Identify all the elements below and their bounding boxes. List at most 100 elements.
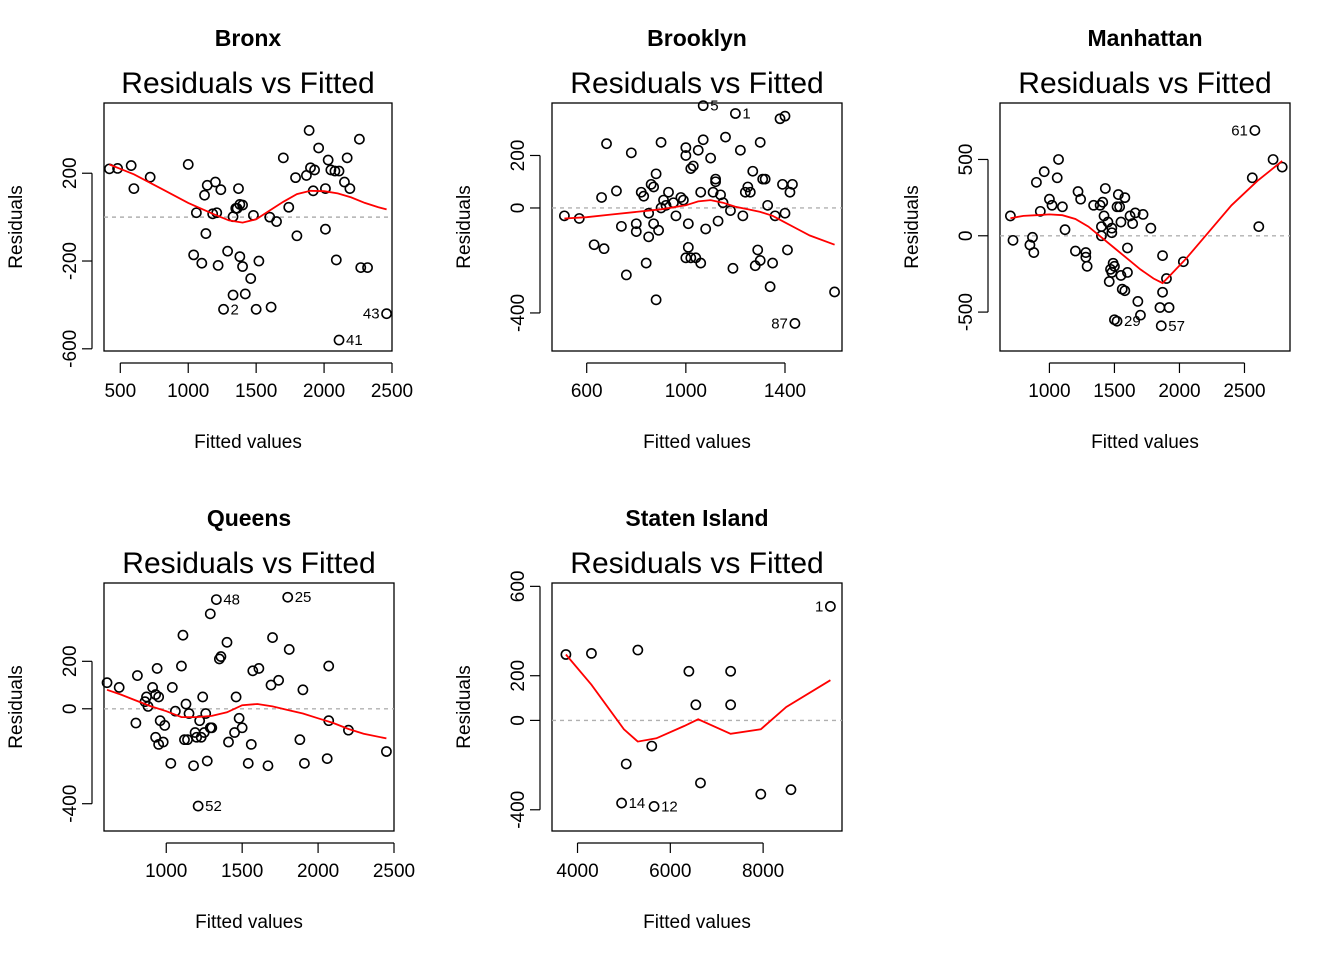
residual-point	[782, 244, 793, 256]
plot-frame	[551, 582, 843, 832]
y-tick-label: -400	[508, 294, 529, 332]
residual-point	[230, 691, 242, 703]
residual-point	[1137, 209, 1149, 220]
residual-point	[663, 186, 674, 198]
residual-point	[104, 163, 115, 175]
residual-point	[744, 186, 756, 198]
outlier-label: 61	[1231, 122, 1248, 139]
residual-point	[692, 144, 704, 156]
residual-point	[1099, 183, 1111, 194]
residual-point	[1132, 295, 1144, 307]
residual-point	[153, 691, 165, 703]
plot-title: Residuals vs Fitted	[570, 67, 823, 100]
y-tick-label: 200	[60, 645, 81, 677]
residual-point	[734, 144, 746, 156]
residual-point	[720, 131, 731, 143]
residual-point	[341, 152, 353, 164]
residual-point	[611, 185, 622, 197]
residual-point	[670, 210, 682, 222]
residual-point	[250, 303, 262, 315]
residual-point	[223, 736, 234, 748]
residual-point	[558, 210, 570, 222]
smooth-line	[1010, 160, 1283, 285]
residual-point	[752, 244, 764, 256]
residual-point	[200, 708, 212, 719]
residual-point	[299, 757, 310, 769]
residual-point	[680, 142, 692, 154]
y-tick-label: -400	[60, 785, 81, 823]
residual-point	[695, 257, 707, 269]
residual-point	[755, 788, 767, 800]
residual-point	[680, 252, 692, 264]
panel-title: Staten Island	[625, 505, 768, 531]
residual-point	[1097, 196, 1109, 208]
residual-point	[229, 727, 240, 738]
y-tick-label: 0	[956, 230, 977, 241]
x-tick-label: 2000	[303, 381, 345, 402]
x-axis-title: Fitted values	[643, 432, 751, 453]
residual-point	[188, 249, 200, 261]
plot-title: Residuals vs Fitted	[121, 67, 374, 100]
x-tick-label: 8000	[742, 861, 784, 882]
residual-point	[215, 184, 227, 196]
residual-point	[329, 165, 341, 177]
x-tick-label: 2000	[297, 861, 339, 882]
residual-point	[267, 632, 278, 643]
outlier-label: 2	[231, 301, 239, 318]
residual-point	[829, 286, 840, 298]
residual-point	[206, 722, 218, 734]
outlier-label: 25	[295, 589, 312, 606]
residual-point	[1246, 172, 1258, 184]
residual-point	[727, 262, 739, 274]
residual-point	[1253, 221, 1265, 233]
residual-point	[188, 760, 199, 772]
residual-point	[648, 218, 660, 230]
residual-point	[683, 665, 695, 677]
residual-point	[754, 136, 766, 148]
residual-point	[747, 165, 759, 177]
residual-point	[616, 797, 627, 809]
residual-point	[242, 757, 254, 769]
plot-frame	[103, 102, 393, 352]
residual-point	[1157, 286, 1168, 298]
residual-point	[247, 665, 259, 677]
residual-point	[1059, 224, 1071, 236]
residual-point	[201, 755, 213, 767]
residual-point	[1088, 199, 1100, 211]
residual-point	[150, 731, 162, 743]
residual-point	[157, 736, 169, 748]
residual-point	[297, 684, 309, 696]
residual-point	[355, 262, 367, 274]
residual-point	[695, 186, 707, 198]
residual-point	[645, 178, 657, 190]
residual-point	[1038, 166, 1050, 178]
plot-frame	[551, 102, 843, 352]
residual-point	[1053, 154, 1064, 165]
residual-point	[320, 223, 331, 235]
residual-point	[322, 154, 334, 166]
outlier-label: 48	[223, 592, 240, 609]
residual-point	[1007, 234, 1019, 246]
residual-point	[1028, 247, 1040, 258]
plot-frame	[103, 582, 395, 832]
residual-point	[130, 717, 142, 729]
residual-point	[630, 218, 642, 230]
residual-point	[283, 644, 295, 655]
residual-point	[759, 173, 771, 185]
residual-point	[1154, 302, 1166, 313]
smooth-line	[565, 653, 831, 743]
residual-point	[125, 160, 137, 171]
residual-point	[1096, 221, 1107, 233]
residual-point	[113, 682, 125, 693]
outlier-label: 57	[1168, 318, 1185, 335]
residual-point	[245, 738, 257, 750]
residual-point	[1005, 210, 1016, 222]
x-tick-label: 1000	[1028, 381, 1070, 402]
residual-point	[169, 705, 181, 717]
residual-point	[632, 644, 644, 656]
residual-point	[320, 183, 331, 194]
smooth-line	[106, 688, 387, 740]
residual-point	[601, 138, 612, 150]
residual-point	[177, 629, 189, 641]
